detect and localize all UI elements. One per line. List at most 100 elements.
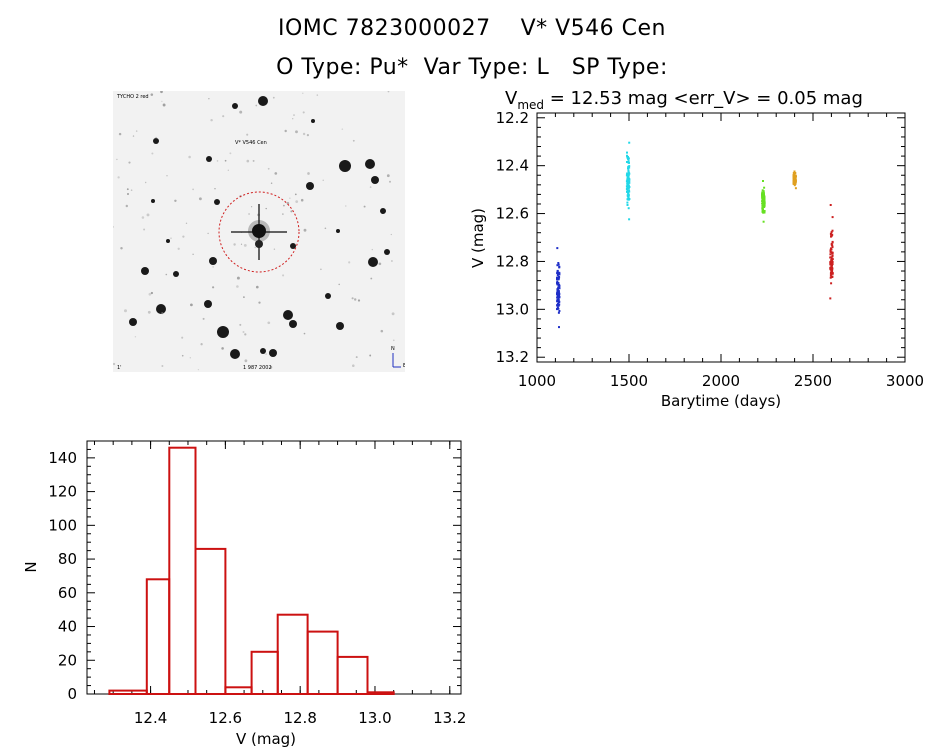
lc-point <box>558 303 561 306</box>
faint-star <box>289 197 291 199</box>
lc-point <box>761 197 764 200</box>
faint-star <box>130 189 133 192</box>
faint-star <box>117 176 120 179</box>
hist-plot-frame <box>86 440 462 695</box>
faint-star <box>148 292 152 296</box>
faint-star <box>345 205 347 207</box>
faint-star <box>236 285 239 288</box>
lc-point <box>761 194 764 197</box>
sky-label-target: V* V546 Cen <box>235 140 267 146</box>
lc-point <box>558 271 561 274</box>
star <box>371 176 379 184</box>
chart-title-line1: IOMC 7823000027 V* V546 Cen <box>277 16 666 41</box>
lc-point <box>557 262 560 264</box>
lc-point <box>763 206 766 208</box>
lc-point <box>556 306 559 309</box>
faint-star <box>370 277 373 280</box>
lc-point <box>626 185 629 188</box>
faint-star <box>126 192 130 196</box>
lc-point <box>829 256 832 259</box>
faint-star <box>207 232 209 235</box>
star <box>173 271 179 277</box>
faint-star <box>252 159 255 162</box>
lc-point <box>627 160 630 163</box>
lc-point <box>627 191 630 194</box>
lc-point <box>557 292 560 295</box>
lc-point <box>626 172 629 175</box>
faint-star <box>248 213 251 215</box>
star <box>365 159 375 169</box>
faint-star <box>270 182 273 184</box>
faint-star <box>348 261 351 264</box>
lc-point <box>792 183 795 185</box>
lc-point <box>558 273 561 276</box>
lc-y-tick-label: 13.0 <box>496 300 529 318</box>
faint-star <box>338 283 340 286</box>
faint-star <box>227 169 229 171</box>
faint-star <box>224 159 227 162</box>
lc-point <box>557 304 560 307</box>
faint-star <box>165 273 168 276</box>
lc-point <box>556 247 559 250</box>
lc-title-v: V <box>505 88 518 109</box>
star <box>339 160 351 172</box>
faint-star <box>353 298 357 301</box>
faint-star <box>300 198 304 202</box>
lc-point <box>794 177 797 180</box>
hist-y-tick-label: 80 <box>58 550 77 568</box>
lc-point <box>830 263 832 266</box>
faint-star <box>295 200 299 203</box>
faint-star <box>341 128 344 130</box>
star-field <box>113 91 395 371</box>
lc-y-tick-label: 13.2 <box>496 348 529 366</box>
lc-point <box>626 178 629 181</box>
lc-point <box>831 241 834 244</box>
lc-point <box>762 192 765 195</box>
faint-star <box>243 296 245 298</box>
lc-point <box>762 203 765 206</box>
faint-star <box>134 336 137 338</box>
lc-point <box>557 307 560 310</box>
lc-point <box>831 260 834 263</box>
faint-star <box>380 329 384 333</box>
lc-point <box>556 269 559 272</box>
lc-point <box>763 210 766 212</box>
compass-label-e: E <box>403 363 405 369</box>
faint-star <box>202 317 205 320</box>
faint-star <box>214 188 216 190</box>
lc-point <box>628 198 631 200</box>
lc-point <box>626 195 629 198</box>
lc-point <box>793 170 796 173</box>
lc-y-axis-label: V (mag) <box>469 208 487 268</box>
faint-star <box>246 133 249 136</box>
lc-point <box>626 151 628 154</box>
star <box>209 257 217 265</box>
faint-star <box>274 172 278 175</box>
hist-bar <box>224 686 253 695</box>
faint-star <box>290 210 293 213</box>
lc-point <box>794 181 797 184</box>
faint-star <box>273 248 276 250</box>
star <box>151 199 155 203</box>
hist-bars <box>108 446 395 696</box>
star <box>380 208 386 214</box>
faint-star <box>390 233 392 236</box>
faint-star <box>244 333 247 336</box>
faint-star <box>210 118 213 122</box>
sky-label-top-left: TYCHO 2 red <box>116 94 149 100</box>
lc-point <box>761 191 764 194</box>
lc-point <box>627 174 630 177</box>
compass-icon: E N <box>391 346 405 369</box>
lc-point <box>628 172 631 175</box>
faint-star <box>254 246 256 249</box>
faint-star <box>189 357 191 359</box>
lc-point <box>831 251 834 254</box>
lc-point <box>628 186 631 188</box>
compass-label-n: N <box>391 346 395 352</box>
hist-x-tick-label: 13.2 <box>433 709 466 727</box>
lc-point <box>762 190 765 193</box>
faint-star <box>161 100 163 103</box>
lc-title-sub: med <box>517 98 544 112</box>
faint-star <box>286 201 290 205</box>
lc-point <box>830 243 833 246</box>
